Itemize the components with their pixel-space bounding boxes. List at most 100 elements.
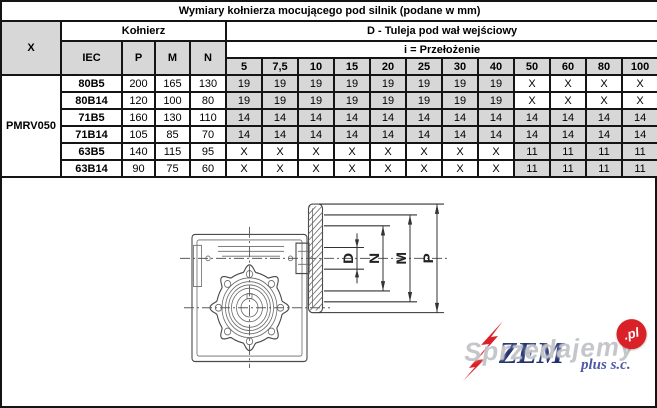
tuleja-cell: 14 xyxy=(513,108,551,127)
ratio-header: 10 xyxy=(297,57,335,76)
tuleja-cell: 14 xyxy=(477,108,515,127)
tuleja-cell: 19 xyxy=(333,74,371,93)
group-tuleja-header: D - Tuleja pod wał wejściowy xyxy=(224,20,657,42)
tuleja-cell: X xyxy=(261,142,299,161)
tuleja-cell: 14 xyxy=(225,125,263,144)
dimension-cell: 75 xyxy=(154,159,191,178)
tuleja-cell: X xyxy=(620,91,657,110)
tuleja-cell: 19 xyxy=(225,74,263,93)
extension-lines xyxy=(319,203,444,314)
tuleja-cell: 14 xyxy=(261,108,299,127)
tuleja-cell: 14 xyxy=(405,108,443,127)
tuleja-cell: 19 xyxy=(261,91,299,110)
tuleja-cell: X xyxy=(333,142,371,161)
dimension-cell: 105 xyxy=(121,125,156,144)
tuleja-cell: 11 xyxy=(513,142,551,161)
dimension-cell: 80 xyxy=(189,91,227,110)
dim-label-n: N xyxy=(368,253,383,264)
dimension-cell: 95 xyxy=(189,142,227,161)
sub-header-row: IEC P M N i = Przełożenie xyxy=(1,40,657,76)
oil-plug-detail xyxy=(193,244,202,288)
tuleja-cell: 11 xyxy=(549,142,587,161)
iec-cell: 80B5 xyxy=(60,74,123,93)
ratio-header: 80 xyxy=(585,57,623,76)
tuleja-cell: X xyxy=(405,142,443,161)
ratio-header: 15 xyxy=(333,57,371,76)
tuleja-cell: 14 xyxy=(369,125,407,144)
dim-label-p: P xyxy=(422,253,437,263)
tuleja-cell: X xyxy=(549,74,587,93)
table-row: 63B14 90 75 60 X X X X X X X X 11 11 11 11 xyxy=(1,159,657,178)
ratio-header: 5 xyxy=(225,57,263,76)
tuleja-cell: 19 xyxy=(441,74,479,93)
dim-label-m: M xyxy=(395,252,410,265)
ratio-header: 7,5 xyxy=(261,57,299,76)
n-header: N xyxy=(189,40,227,76)
dimension-cell: 100 xyxy=(154,91,191,110)
ratio-header: 30 xyxy=(441,57,479,76)
dimension-cell: 60 xyxy=(189,159,227,178)
tuleja-cell: 14 xyxy=(620,108,657,127)
tuleja-cell: X xyxy=(477,159,515,178)
dimension-cell: 200 xyxy=(121,74,156,93)
tuleja-cell: X xyxy=(441,159,479,178)
dimension-cell: 70 xyxy=(189,125,227,144)
tuleja-cell: 14 xyxy=(333,125,371,144)
tuleja-cell: 19 xyxy=(405,91,443,110)
iec-cell: 80B14 xyxy=(60,91,123,110)
tuleja-cell: X xyxy=(513,74,551,93)
tuleja-cell: 14 xyxy=(441,108,479,127)
model-cell: PMRV050 xyxy=(0,74,62,178)
tuleja-cell: 14 xyxy=(405,125,443,144)
technical-drawing-area: D N M P ZEM plus s.c. Sprzedajemy .pl xyxy=(0,178,657,408)
tuleja-cell: 19 xyxy=(297,74,335,93)
tuleja-cell: X xyxy=(261,159,299,178)
tuleja-cell: 11 xyxy=(620,142,657,161)
ratio-header: 20 xyxy=(369,57,407,76)
gearbox-drawing: D N M P xyxy=(180,203,450,368)
tuleja-cell: X xyxy=(225,159,263,178)
ratio-group-header: i = Przełożenie xyxy=(224,40,657,59)
tuleja-cell: 19 xyxy=(369,74,407,93)
dimension-cell: 130 xyxy=(154,108,191,127)
dimension-cell: 110 xyxy=(189,108,227,127)
tuleja-cell: 14 xyxy=(297,125,335,144)
tuleja-cell: 14 xyxy=(513,125,551,144)
tuleja-cell: X xyxy=(369,142,407,161)
tuleja-cell: 14 xyxy=(333,108,371,127)
group-header-row: X Kołnierz D - Tuleja pod wał wejściowy xyxy=(0,20,657,76)
logo-suffix: plus s.c. xyxy=(579,357,631,373)
dimension-cell: 130 xyxy=(189,74,227,93)
tuleja-cell: X xyxy=(477,142,515,161)
tuleja-cell: 14 xyxy=(549,108,587,127)
tuleja-cell: 19 xyxy=(477,91,515,110)
tuleja-cell: 11 xyxy=(585,142,623,161)
tuleja-cell: X xyxy=(225,142,263,161)
tuleja-cell: 14 xyxy=(477,125,515,144)
table-row: 71B5 160 130 110 14 14 14 14 14 14 14 14 14 14 14 14 xyxy=(1,108,657,127)
ratio-header: 100 xyxy=(620,57,657,76)
dimension-cell: 140 xyxy=(121,142,156,161)
tuleja-cell: X xyxy=(297,142,335,161)
p-header: P xyxy=(121,40,156,76)
tuleja-cell: X xyxy=(441,142,479,161)
tuleja-cell: X xyxy=(405,159,443,178)
table-title: Wymiary kołnierza mocującego pod silnik … xyxy=(0,0,657,22)
tuleja-cell: 19 xyxy=(297,91,335,110)
table-row: PMRV050 80B5 200 165 130 19 19 19 19 19 19 19 19 X X X X xyxy=(0,74,657,178)
tuleja-cell: 11 xyxy=(549,159,587,178)
sprzedajemy-watermark: Sprzedajemy .pl xyxy=(464,315,650,368)
tuleja-cell: 14 xyxy=(297,108,335,127)
tuleja-cell: 14 xyxy=(225,108,263,127)
tuleja-cell: 11 xyxy=(513,159,551,178)
tuleja-cell: X xyxy=(585,74,623,93)
title-row: Wymiary kołnierza mocującego pod silnik … xyxy=(0,0,657,22)
m-header: M xyxy=(154,40,191,76)
iec-header: IEC xyxy=(60,40,123,76)
group-kolnierz-header: Kołnierz xyxy=(60,20,227,42)
table-row: 63B5 140 115 95 X X X X X X X X 11 11 11 11 xyxy=(1,142,657,161)
tuleja-cell: 19 xyxy=(261,74,299,93)
zem-logo: ZEM plus s.c. Sprzedajemy .pl xyxy=(461,315,657,383)
tuleja-cell: X xyxy=(369,159,407,178)
